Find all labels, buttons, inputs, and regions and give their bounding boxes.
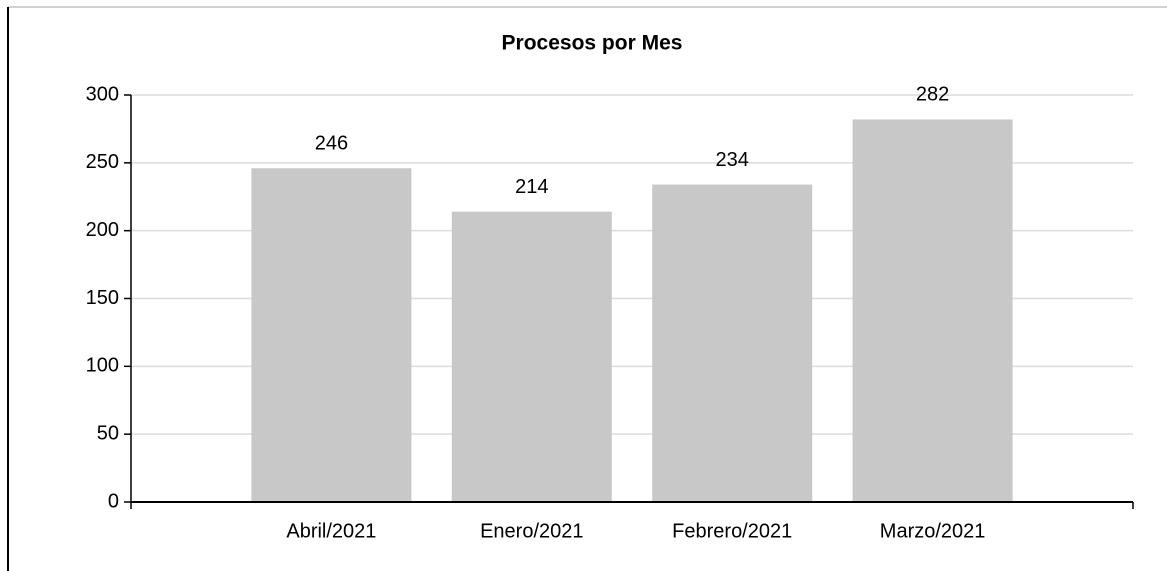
- value-label: 234: [716, 149, 749, 171]
- y-tick-label: 100: [86, 355, 119, 377]
- y-tick-label: 250: [86, 151, 119, 173]
- chart-title: Procesos por Mes: [502, 32, 683, 55]
- y-tick-label: 300: [86, 83, 119, 105]
- bar: [251, 168, 412, 502]
- y-tick-label: 150: [86, 287, 119, 309]
- bar: [451, 211, 612, 502]
- value-label: 214: [515, 176, 548, 198]
- value-label: 246: [315, 133, 348, 155]
- x-tick-label: Enero/2021: [480, 520, 583, 542]
- y-tick-label: 200: [86, 219, 119, 241]
- x-tick-label: Abril/2021: [286, 520, 376, 542]
- value-label: 282: [916, 84, 949, 106]
- bar: [852, 119, 1013, 503]
- x-tick-label: Febrero/2021: [672, 520, 792, 542]
- x-tick-label: Marzo/2021: [880, 520, 986, 542]
- bar: [652, 184, 813, 503]
- y-tick-label: 0: [108, 490, 119, 512]
- y-tick-label: 50: [97, 422, 119, 444]
